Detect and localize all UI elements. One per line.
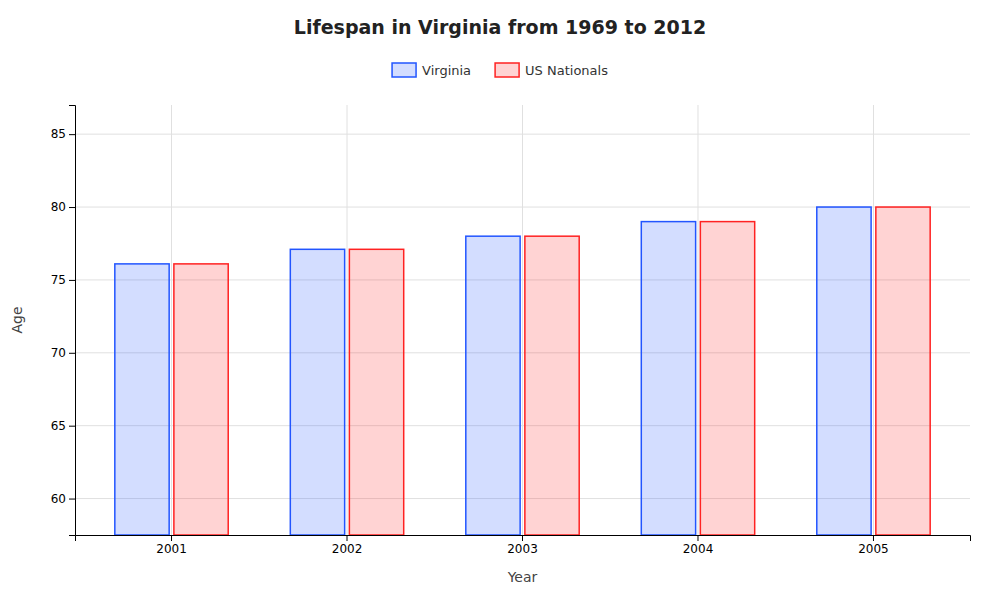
x-tick-label: 2001 <box>156 542 187 556</box>
x-tick-mark <box>522 535 523 541</box>
y-axis-title: Age <box>9 306 25 333</box>
y-tick: 75 <box>51 273 75 287</box>
y-tick-label: 60 <box>51 492 66 506</box>
y-tick-mark <box>69 134 75 135</box>
grid <box>75 105 970 535</box>
bar <box>525 236 579 535</box>
bar <box>290 249 344 535</box>
x-tick: 2002 <box>332 535 363 556</box>
x-tick-label: 2002 <box>332 542 363 556</box>
x-tick: 2005 <box>858 535 889 556</box>
plot-area: 2001 2002 2003 2004 2005 60 65 70 75 80 85 <box>51 105 971 556</box>
legend: Virginia US Nationals <box>392 63 608 78</box>
legend-item: Virginia <box>392 63 471 78</box>
y-tick-label: 70 <box>51 346 66 360</box>
y-tick: 70 <box>51 346 75 360</box>
bar-series <box>174 207 930 535</box>
bar <box>174 264 228 535</box>
x-tick-mark <box>171 535 172 541</box>
x-tick: 2001 <box>156 535 187 556</box>
y-tick-label: 85 <box>51 127 66 141</box>
legend-swatch <box>392 63 416 77</box>
y-axis: 60 65 70 75 80 85 <box>51 106 76 536</box>
x-tick-mark <box>873 535 874 541</box>
bar <box>115 264 169 535</box>
bar <box>349 249 403 535</box>
grid-line-x <box>347 105 348 535</box>
bar <box>817 207 871 535</box>
bar <box>876 207 930 535</box>
legend-label: US Nationals <box>525 63 608 78</box>
legend-swatch <box>495 63 519 77</box>
x-axis-line <box>76 536 971 542</box>
y-tick-mark <box>69 499 75 500</box>
x-tick-mark <box>347 535 348 541</box>
bar-series <box>115 207 871 535</box>
chart-container: 2001 2002 2003 2004 2005 60 65 70 75 80 85 Year Age L… <box>0 0 1000 600</box>
x-axis-title: Year <box>507 569 538 585</box>
x-tick-mark <box>697 535 698 541</box>
grid-line-x <box>873 105 874 535</box>
bar <box>641 222 695 535</box>
x-tick-label: 2003 <box>507 542 538 556</box>
y-tick-mark <box>69 280 75 281</box>
x-tick-label: 2005 <box>858 542 889 556</box>
x-tick-label: 2004 <box>683 542 714 556</box>
legend-label: Virginia <box>422 63 471 78</box>
y-tick: 85 <box>51 127 75 141</box>
legend-item: US Nationals <box>495 63 608 78</box>
y-tick-label: 80 <box>51 200 66 214</box>
chart-svg: 2001 2002 2003 2004 2005 60 65 70 75 80 85 Year Age L… <box>0 0 1000 600</box>
y-tick-label: 75 <box>51 273 66 287</box>
grid-line-x <box>522 105 523 535</box>
x-tick: 2004 <box>683 535 714 556</box>
chart-title: Lifespan in Virginia from 1969 to 2012 <box>294 16 706 38</box>
bar <box>466 236 520 535</box>
x-tick: 2003 <box>507 535 538 556</box>
y-tick-mark <box>69 353 75 354</box>
y-tick-mark <box>69 207 75 208</box>
grid-line-x <box>171 105 172 535</box>
y-tick: 60 <box>51 492 75 506</box>
grid-line-x <box>697 105 698 535</box>
bar <box>700 222 754 535</box>
x-axis: 2001 2002 2003 2004 2005 <box>76 535 971 556</box>
y-tick: 80 <box>51 200 75 214</box>
y-tick: 65 <box>51 419 75 433</box>
y-axis-line <box>69 106 76 536</box>
y-tick-mark <box>69 426 75 427</box>
y-tick-label: 65 <box>51 419 66 433</box>
bars <box>115 207 930 535</box>
